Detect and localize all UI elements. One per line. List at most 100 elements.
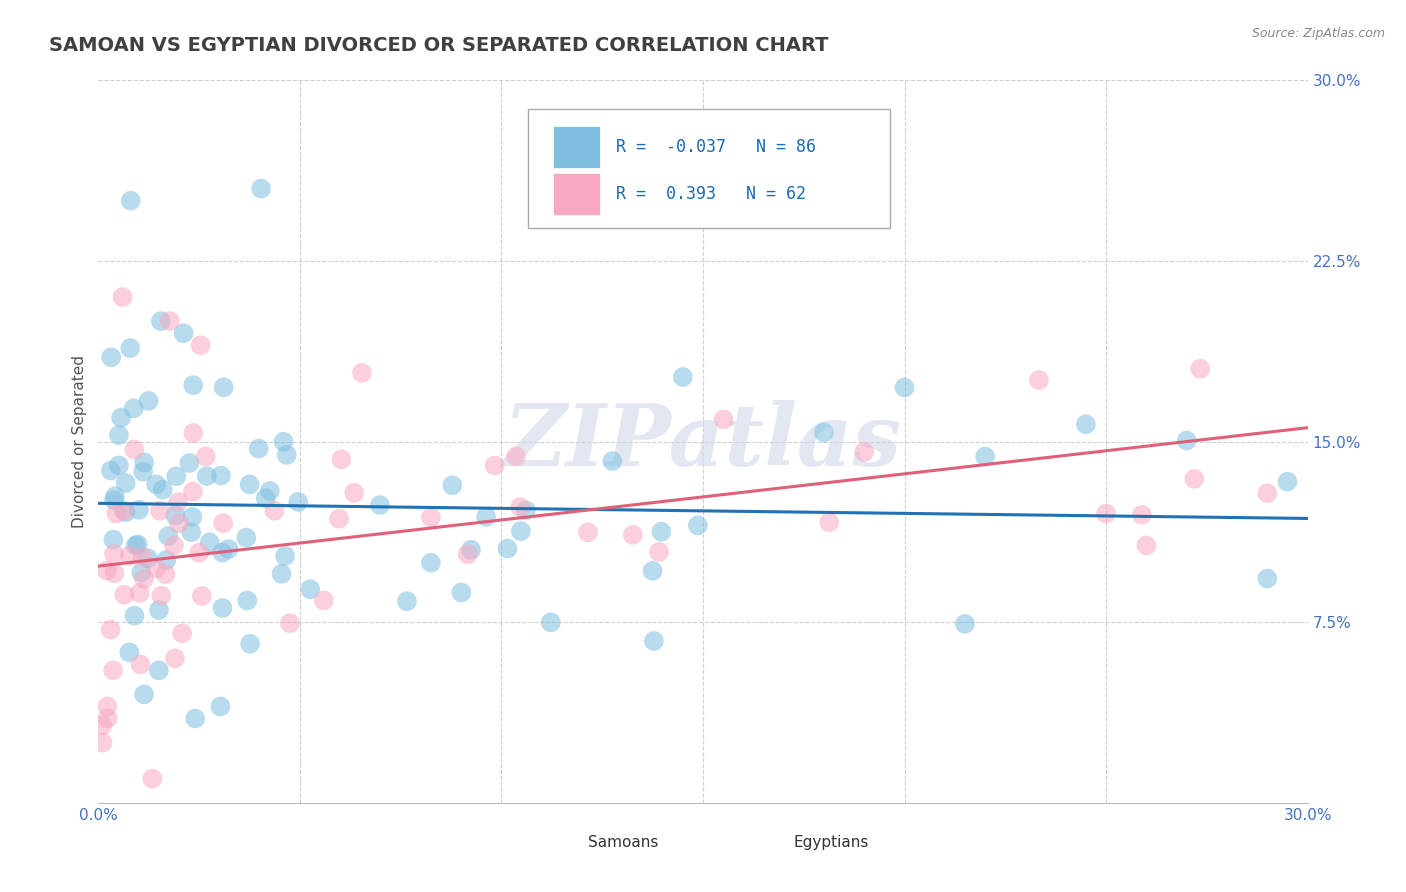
Point xyxy=(165,469,187,483)
Point xyxy=(100,623,122,637)
Point xyxy=(509,500,531,515)
Point xyxy=(1277,475,1299,489)
Point xyxy=(191,589,214,603)
Point xyxy=(420,510,443,524)
Point xyxy=(893,380,915,394)
Point xyxy=(641,564,664,578)
Point xyxy=(124,608,146,623)
Point xyxy=(328,512,350,526)
Point xyxy=(650,524,672,539)
Point xyxy=(91,735,114,749)
Point xyxy=(853,445,876,459)
Point xyxy=(172,626,194,640)
Text: Source: ZipAtlas.com: Source: ZipAtlas.com xyxy=(1251,27,1385,40)
Point xyxy=(259,483,281,498)
Point xyxy=(350,366,373,380)
Point xyxy=(101,664,124,678)
Point xyxy=(112,503,135,517)
Point xyxy=(343,486,366,500)
Point xyxy=(505,450,527,464)
Point xyxy=(287,495,309,509)
Point xyxy=(818,515,841,529)
Point xyxy=(108,458,131,473)
Point xyxy=(173,326,195,340)
Text: ZIPatlas: ZIPatlas xyxy=(503,400,903,483)
Point xyxy=(110,410,132,425)
Point xyxy=(132,572,155,586)
Point xyxy=(1095,507,1118,521)
Point xyxy=(217,541,239,556)
Point xyxy=(1074,417,1097,432)
Point xyxy=(211,545,233,559)
Point xyxy=(148,664,170,678)
Point xyxy=(181,378,204,392)
Point xyxy=(235,531,257,545)
Point xyxy=(713,412,735,426)
Point xyxy=(312,593,335,607)
Point xyxy=(278,616,301,631)
Point xyxy=(134,455,156,469)
Point xyxy=(211,601,233,615)
Point xyxy=(112,588,135,602)
Point xyxy=(181,484,204,499)
Point xyxy=(118,645,141,659)
Point xyxy=(129,657,152,672)
Point xyxy=(91,718,114,732)
Point xyxy=(145,477,167,491)
Point xyxy=(276,448,298,462)
Point xyxy=(254,491,277,505)
Point xyxy=(124,442,146,457)
Point xyxy=(1182,472,1205,486)
Point xyxy=(103,493,125,508)
FancyBboxPatch shape xyxy=(553,126,600,169)
Point xyxy=(621,528,644,542)
Point xyxy=(103,566,125,581)
Point xyxy=(250,181,273,195)
Point xyxy=(457,547,479,561)
Point xyxy=(974,450,997,464)
Point xyxy=(118,549,141,563)
Point xyxy=(1135,538,1157,552)
Point xyxy=(122,401,145,416)
Point xyxy=(138,393,160,408)
Point xyxy=(239,477,262,491)
Point xyxy=(263,504,285,518)
Point xyxy=(96,712,118,726)
Point xyxy=(100,463,122,477)
Y-axis label: Divorced or Separated: Divorced or Separated xyxy=(72,355,87,528)
Point xyxy=(132,687,155,701)
Point xyxy=(96,564,118,578)
Point xyxy=(1256,486,1278,500)
Text: R =  0.393   N = 62: R = 0.393 N = 62 xyxy=(616,185,806,203)
Point xyxy=(194,450,217,464)
Point xyxy=(128,502,150,516)
Point xyxy=(509,524,531,538)
Point xyxy=(1028,373,1050,387)
Point xyxy=(270,566,292,581)
Point xyxy=(181,509,204,524)
Point xyxy=(152,483,174,497)
Point xyxy=(576,525,599,540)
Point xyxy=(460,542,482,557)
Point xyxy=(450,585,472,599)
Point xyxy=(111,290,134,304)
Point xyxy=(600,454,623,468)
Point xyxy=(1175,434,1198,448)
Point xyxy=(475,509,498,524)
Point xyxy=(330,452,353,467)
Point xyxy=(1130,508,1153,522)
Point xyxy=(184,712,207,726)
FancyBboxPatch shape xyxy=(749,834,785,862)
Point xyxy=(540,615,562,630)
Point xyxy=(419,556,441,570)
Point xyxy=(179,456,201,470)
Point xyxy=(114,476,136,491)
Point xyxy=(1256,572,1278,586)
Point xyxy=(643,634,665,648)
Point xyxy=(299,582,322,597)
Point xyxy=(813,425,835,440)
Point xyxy=(136,551,159,566)
Point xyxy=(167,495,190,509)
Text: R =  -0.037   N = 86: R = -0.037 N = 86 xyxy=(616,138,815,156)
Point xyxy=(953,616,976,631)
